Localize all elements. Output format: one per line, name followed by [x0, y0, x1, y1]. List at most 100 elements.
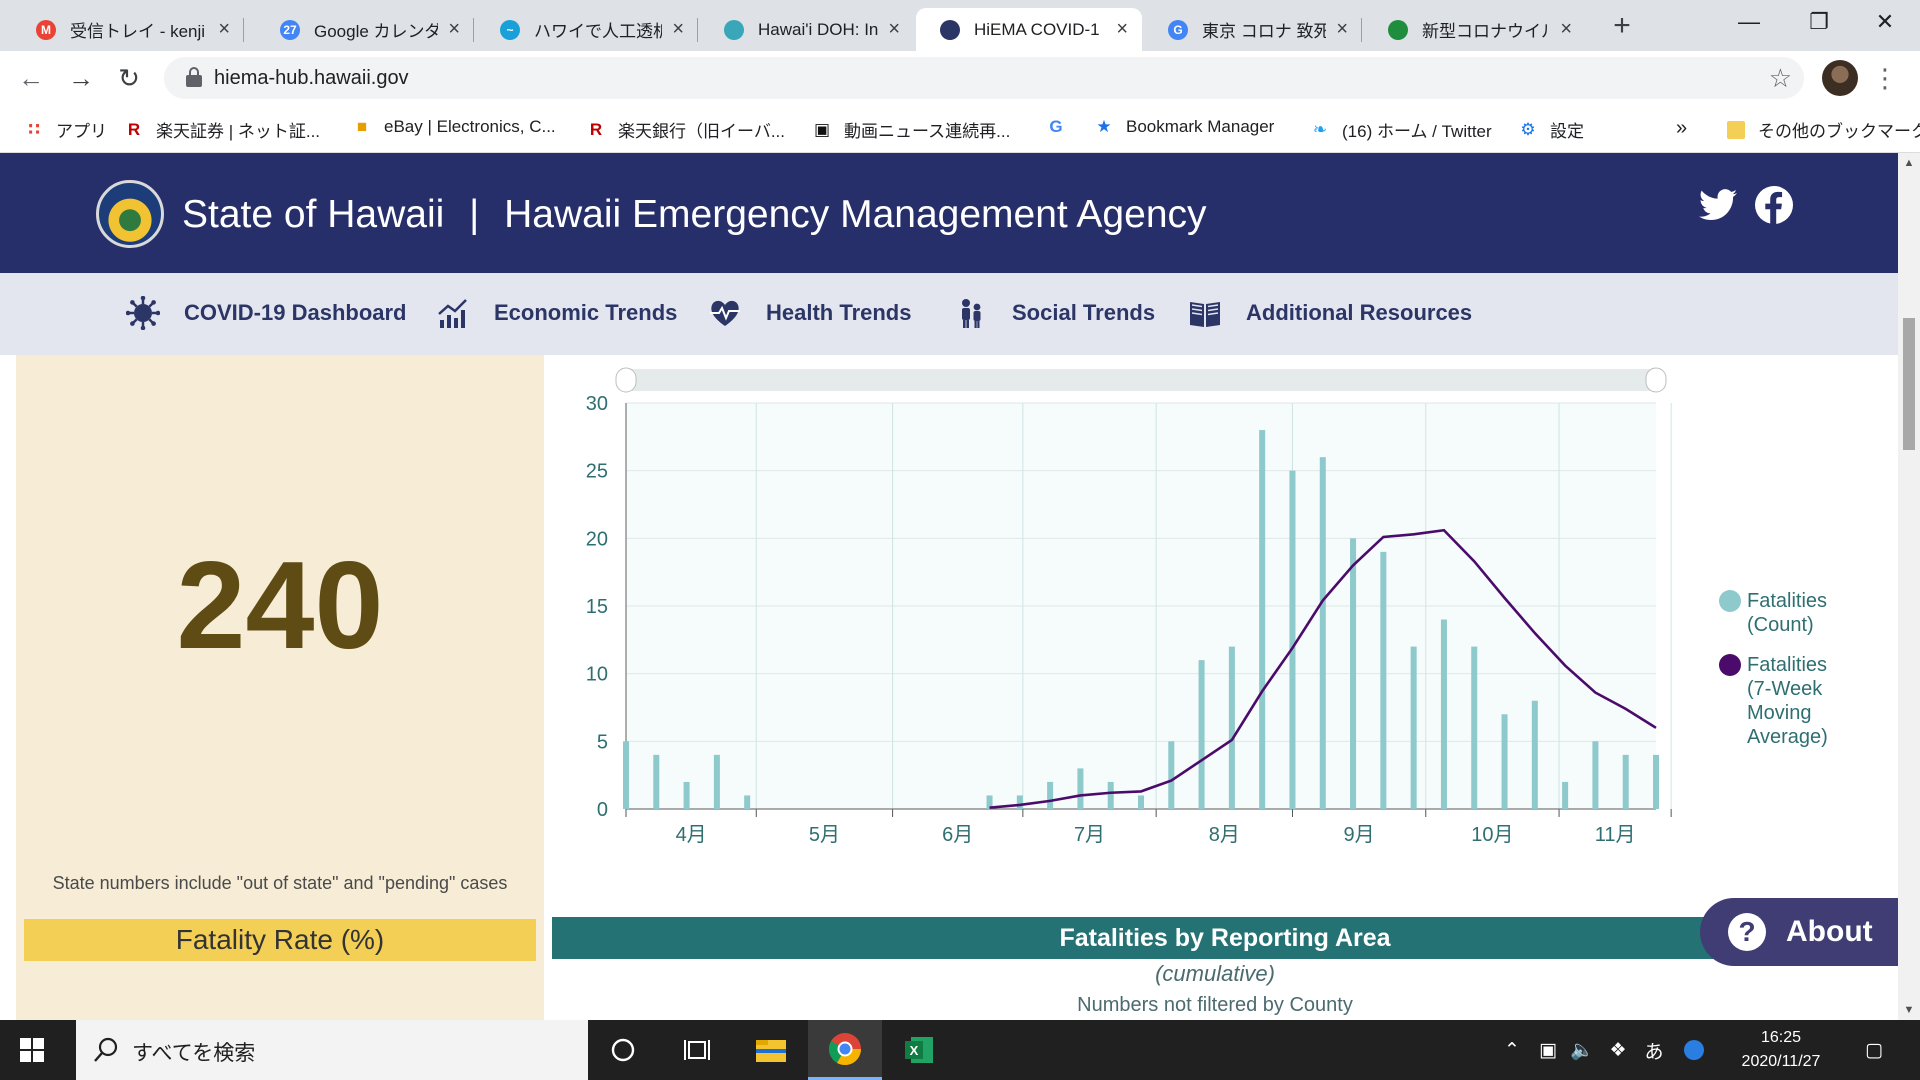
new-tab-button[interactable]: +: [1613, 9, 1631, 42]
legend-label[interactable]: Fatalities: [1747, 654, 1827, 676]
taskbar-clock[interactable]: 16:25 2020/11/27: [1726, 1026, 1836, 1074]
ime-indicator[interactable]: あ: [1644, 1041, 1664, 1063]
fatalities-count-bar[interactable]: [1531, 700, 1538, 809]
close-tab-icon[interactable]: ×: [1560, 18, 1572, 40]
file-explorer-icon[interactable]: [734, 1020, 808, 1080]
restore-button[interactable]: ❐: [1809, 9, 1829, 34]
fatalities-count-bar[interactable]: [1653, 754, 1659, 809]
close-tab-icon[interactable]: ×: [672, 18, 684, 40]
range-slider-right-handle[interactable]: [1645, 367, 1667, 393]
browser-tab[interactable]: G 東京 コロナ 致死 ×: [1144, 8, 1362, 51]
tray-overflow-icon[interactable]: ⌃: [1504, 1039, 1520, 1061]
nav-item[interactable]: COVID-19 Dashboard: [126, 295, 407, 331]
bookmark-item[interactable]: G: [1046, 117, 1078, 137]
network-icon[interactable]: ▣: [1539, 1039, 1557, 1061]
browser-tab[interactable]: ~ ハワイで人工透析 ×: [476, 8, 698, 51]
browser-tab[interactable]: M 受信トレイ - kenji ×: [12, 8, 244, 51]
close-tab-icon[interactable]: ×: [1116, 18, 1128, 40]
fatalities-count-bar[interactable]: [1471, 646, 1478, 809]
fatalities-count-bar[interactable]: [1228, 646, 1235, 809]
windows-start-button[interactable]: [20, 1038, 44, 1062]
nav-item[interactable]: Social Trends: [954, 295, 1155, 331]
bookmark-item[interactable]: ⚙ 設定: [1518, 117, 1584, 142]
legend-label[interactable]: Moving: [1747, 702, 1811, 724]
fatalities-count-bar[interactable]: [1410, 646, 1417, 809]
fatalities-count-bar[interactable]: [1562, 781, 1569, 809]
fatalities-count-bar[interactable]: [744, 795, 751, 809]
dropbox-icon[interactable]: ❖: [1609, 1039, 1627, 1061]
taskbar-search-box[interactable]: すべてを検索: [76, 1020, 588, 1080]
legend-label[interactable]: Fatalities: [1747, 590, 1827, 612]
bookmark-star-icon[interactable]: ☆: [1768, 63, 1792, 93]
task-view-icon[interactable]: [660, 1020, 734, 1080]
volume-icon[interactable]: 🔈: [1570, 1040, 1594, 1061]
close-tab-icon[interactable]: ×: [1336, 18, 1348, 40]
fatalities-count-bar[interactable]: [713, 754, 720, 809]
bookmark-item[interactable]: R 楽天銀行（旧イーバ...: [586, 117, 785, 142]
about-button[interactable]: ? About: [1700, 898, 1898, 966]
facebook-icon[interactable]: [1754, 185, 1794, 225]
close-tab-icon[interactable]: ×: [888, 18, 900, 40]
fatalities-count-bar[interactable]: [1107, 781, 1114, 809]
fatalities-count-bar[interactable]: [1138, 795, 1144, 809]
legend-label[interactable]: (7-Week: [1747, 678, 1823, 700]
fatalities-count-bar[interactable]: [1259, 430, 1266, 809]
bookmark-item[interactable]: ▣ 動画ニュース連続再...: [812, 117, 1010, 142]
cortana-icon[interactable]: [586, 1020, 660, 1080]
browser-tab[interactable]: HiEMA COVID-1 ×: [916, 8, 1142, 51]
browser-tab[interactable]: 新型コロナウイルス ×: [1364, 8, 1586, 51]
bookmark-item[interactable]: ❧ (16) ホーム / Twitter: [1310, 117, 1492, 142]
reload-button[interactable]: ↻: [110, 59, 148, 97]
range-slider-track[interactable]: [626, 369, 1656, 391]
scroll-up-icon[interactable]: ▲: [1903, 157, 1915, 169]
excel-icon[interactable]: X: [882, 1020, 956, 1080]
fatalities-count-bar[interactable]: [1289, 470, 1296, 809]
page-scrollbar[interactable]: ▲ ▼: [1898, 153, 1920, 1020]
fatalities-count-bar[interactable]: [1380, 551, 1387, 809]
fatalities-count-bar[interactable]: [1501, 714, 1508, 809]
fatalities-count-bar[interactable]: [623, 741, 629, 809]
bookmark-item[interactable]: ■ eBay | Electronics, C...: [352, 117, 556, 137]
fatalities-count-bar[interactable]: [1047, 781, 1054, 809]
legend-label[interactable]: Average): [1747, 726, 1828, 748]
bookmark-item[interactable]: ★ Bookmark Manager: [1094, 117, 1274, 137]
fatalities-count-bar[interactable]: [1077, 768, 1084, 809]
fatalities-count-bar[interactable]: [683, 781, 690, 809]
twitter-icon[interactable]: [1698, 185, 1738, 225]
fatalities-count-bar[interactable]: [1319, 457, 1326, 809]
scroll-down-icon[interactable]: ▼: [1903, 1004, 1915, 1016]
range-slider-left-handle[interactable]: [615, 367, 637, 393]
browser-tab[interactable]: Hawai'i DOH: Inf ×: [700, 8, 914, 51]
nav-item[interactable]: Economic Trends: [436, 295, 677, 331]
address-bar[interactable]: hiema-hub.hawaii.gov ☆: [164, 57, 1804, 99]
nav-item[interactable]: Health Trends: [708, 295, 911, 331]
fatality-rate-button[interactable]: Fatality Rate (%): [24, 919, 536, 961]
fatalities-count-bar[interactable]: [1168, 741, 1175, 809]
fatalities-count-bar[interactable]: [1622, 754, 1629, 809]
chrome-icon[interactable]: [808, 1020, 882, 1080]
fatalities-count-bar[interactable]: [986, 795, 993, 809]
fatalities-count-bar[interactable]: [653, 754, 660, 809]
forward-button[interactable]: →: [62, 59, 100, 97]
browser-tab[interactable]: 27 Google カレンダー ×: [256, 8, 474, 51]
bookmark-item[interactable]: R 楽天証券 | ネット証...: [124, 117, 320, 142]
back-button[interactable]: ←: [12, 59, 50, 97]
fatalities-count-bar[interactable]: [1440, 619, 1447, 809]
fatalities-count-bar[interactable]: [1592, 741, 1599, 809]
other-bookmarks-folder[interactable]: その他のブックマーク: [1726, 117, 1920, 142]
profile-avatar[interactable]: [1822, 60, 1858, 96]
minimize-button[interactable]: —: [1738, 9, 1760, 34]
close-tab-icon[interactable]: ×: [218, 18, 230, 40]
fatalities-count-bar[interactable]: [1016, 795, 1023, 809]
notifications-icon[interactable]: ▢: [1865, 1039, 1883, 1061]
browser-menu-icon[interactable]: ⋮: [1872, 62, 1898, 93]
more-bookmarks-button[interactable]: »: [1676, 117, 1688, 139]
nav-item[interactable]: Additional Resources: [1188, 295, 1472, 331]
fatalities-count-bar[interactable]: [1350, 538, 1357, 809]
fatalities-count-bar[interactable]: [1198, 660, 1205, 809]
bookmark-item[interactable]: ∷ アプリ: [24, 117, 107, 142]
onedrive-icon[interactable]: [1680, 1038, 1708, 1062]
close-tab-icon[interactable]: ×: [448, 18, 460, 40]
url-text[interactable]: hiema-hub.hawaii.gov: [214, 67, 409, 89]
legend-label[interactable]: (Count): [1747, 614, 1814, 636]
